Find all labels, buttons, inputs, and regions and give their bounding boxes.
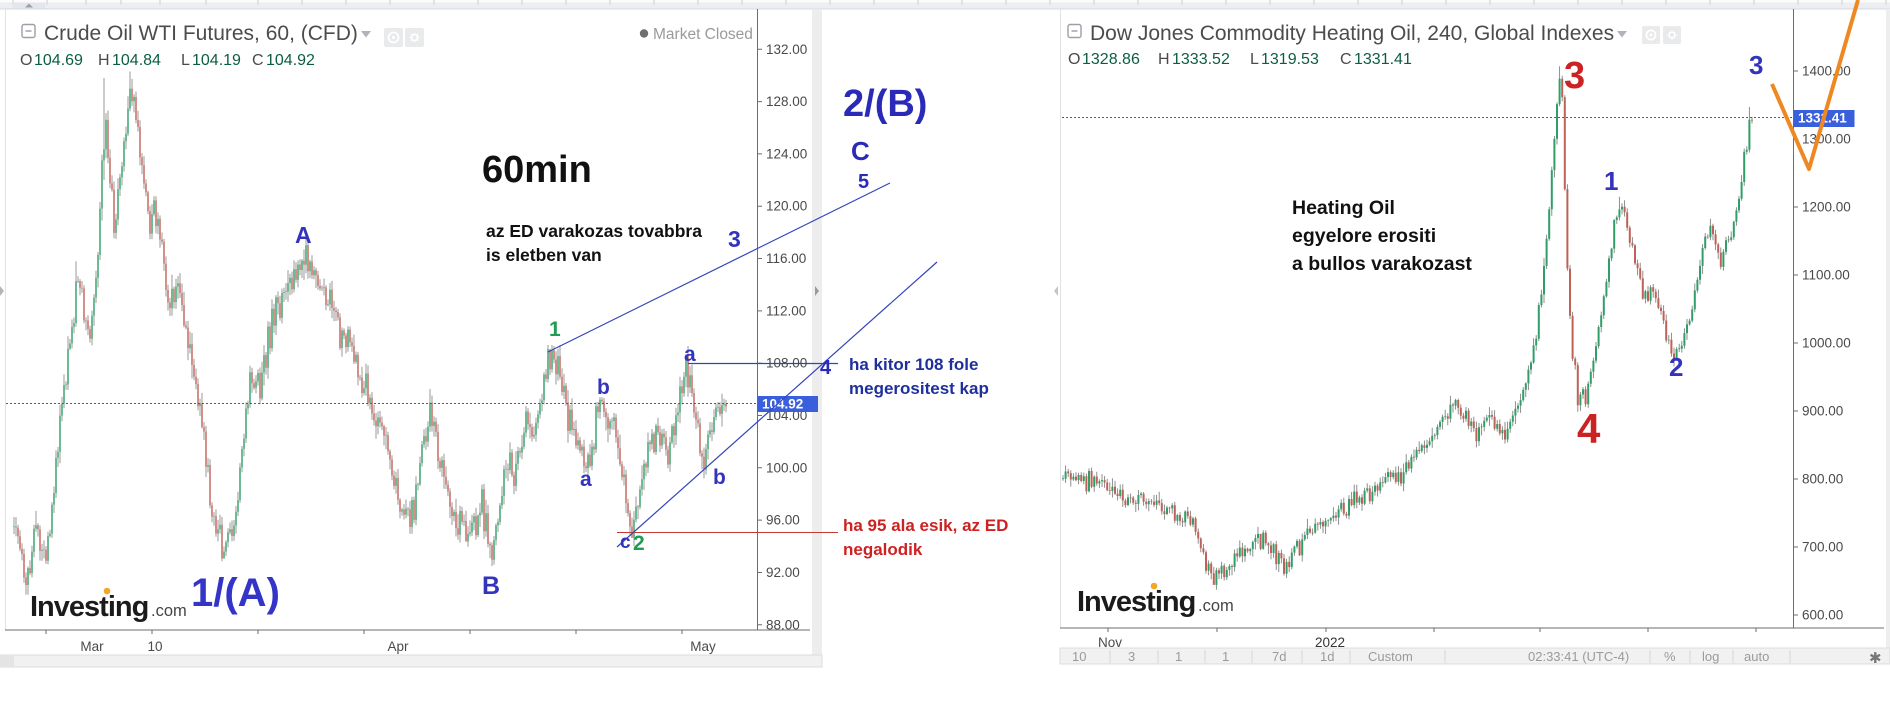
svg-text:Dow Jones Commodity Heating Oi: Dow Jones Commodity Heating Oil, 240, Gl… <box>1090 22 1614 45</box>
svg-text:ha 95 ala esik, az ED: ha 95 ala esik, az ED <box>843 516 1008 535</box>
svg-text:5: 5 <box>858 171 869 193</box>
svg-text:1: 1 <box>1175 649 1182 664</box>
svg-text:A: A <box>295 222 312 248</box>
svg-text:b: b <box>713 466 726 489</box>
svg-text:1d: 1d <box>1320 649 1334 664</box>
svg-text:H: H <box>98 52 110 69</box>
svg-text:H: H <box>1158 51 1170 68</box>
svg-text:2/(B): 2/(B) <box>843 83 927 125</box>
svg-text:%: % <box>1664 649 1676 664</box>
svg-text:Mar: Mar <box>80 639 104 654</box>
svg-text:C: C <box>252 52 264 69</box>
svg-text:Nov: Nov <box>1098 635 1122 650</box>
svg-text:1: 1 <box>1604 166 1618 196</box>
svg-text:Investing: Investing <box>1077 586 1195 618</box>
svg-text:88.00: 88.00 <box>766 617 800 632</box>
svg-text:auto: auto <box>1744 649 1769 664</box>
svg-text:L: L <box>1250 51 1259 68</box>
svg-text:92.00: 92.00 <box>766 565 800 580</box>
svg-text:Apr: Apr <box>387 639 409 654</box>
svg-text:1328.86: 1328.86 <box>1082 51 1140 68</box>
svg-text:a: a <box>580 468 592 491</box>
svg-text:.com: .com <box>1198 597 1234 615</box>
svg-text:120.00: 120.00 <box>766 199 807 214</box>
svg-text:600.00: 600.00 <box>1802 608 1843 623</box>
svg-text:1300.00: 1300.00 <box>1802 132 1851 147</box>
svg-text:1331.41: 1331.41 <box>1354 51 1412 68</box>
svg-text:60min: 60min <box>482 149 592 191</box>
svg-text:egyelore erositi: egyelore erositi <box>1292 225 1436 247</box>
svg-text:3: 3 <box>1749 50 1763 80</box>
svg-text:132.00: 132.00 <box>766 42 807 57</box>
svg-text:4: 4 <box>1577 405 1601 452</box>
svg-text:96.00: 96.00 <box>766 513 800 528</box>
svg-text:104.19: 104.19 <box>192 52 241 69</box>
svg-text:128.00: 128.00 <box>766 94 807 109</box>
svg-text:104.92: 104.92 <box>762 397 803 412</box>
svg-text:10: 10 <box>147 639 162 654</box>
svg-text:112.00: 112.00 <box>766 303 806 318</box>
svg-text:3: 3 <box>1564 55 1585 97</box>
svg-text:1400.00: 1400.00 <box>1802 64 1851 79</box>
svg-text:B: B <box>482 572 500 600</box>
svg-text:O: O <box>20 52 32 69</box>
svg-text:1: 1 <box>549 318 561 341</box>
svg-text:ha kitor 108 fole: ha kitor 108 fole <box>849 355 978 374</box>
svg-text:1333.52: 1333.52 <box>1172 51 1230 68</box>
svg-text:Heating Oil: Heating Oil <box>1292 197 1395 219</box>
svg-text:C: C <box>851 136 870 166</box>
svg-text:L: L <box>181 52 190 69</box>
svg-text:az ED varakozas tovabbra: az ED varakozas tovabbra <box>486 221 702 241</box>
svg-text:b: b <box>597 376 610 399</box>
svg-text:10: 10 <box>1072 649 1086 664</box>
svg-text:1000.00: 1000.00 <box>1802 336 1851 351</box>
svg-text:7d: 7d <box>1272 649 1286 664</box>
svg-text:a: a <box>684 343 696 366</box>
svg-text:124.00: 124.00 <box>766 146 807 161</box>
svg-text:O: O <box>1068 51 1080 68</box>
svg-text:C: C <box>1340 51 1352 68</box>
svg-text:3: 3 <box>728 226 741 252</box>
svg-text:104.69: 104.69 <box>34 52 83 69</box>
svg-text:Market Closed: Market Closed <box>653 26 753 43</box>
svg-text:Custom: Custom <box>1368 649 1413 664</box>
svg-text:4: 4 <box>820 357 832 379</box>
svg-text:100.00: 100.00 <box>766 460 807 475</box>
svg-text:104.84: 104.84 <box>112 52 161 69</box>
svg-text:1/(A): 1/(A) <box>191 571 280 615</box>
svg-text:1100.00: 1100.00 <box>1802 268 1850 283</box>
svg-text:a bullos varakozast: a bullos varakozast <box>1292 253 1472 275</box>
svg-text:.com: .com <box>151 602 187 620</box>
svg-text:1319.53: 1319.53 <box>1261 51 1319 68</box>
svg-text:700.00: 700.00 <box>1802 540 1843 555</box>
svg-text:Crude Oil WTI Futures, 60, (CF: Crude Oil WTI Futures, 60, (CFD) <box>44 22 358 45</box>
svg-text:May: May <box>690 639 716 654</box>
svg-text:3: 3 <box>1128 649 1135 664</box>
svg-text:log: log <box>1702 649 1719 664</box>
svg-text:1200.00: 1200.00 <box>1802 200 1851 215</box>
svg-text:c: c <box>620 532 631 553</box>
svg-text:✱: ✱ <box>1869 650 1882 667</box>
svg-text:is eletben van: is eletben van <box>486 245 602 265</box>
svg-text:Investing: Investing <box>30 591 148 623</box>
svg-text:800.00: 800.00 <box>1802 472 1843 487</box>
svg-text:2022: 2022 <box>1315 635 1345 650</box>
svg-text:104.92: 104.92 <box>266 52 315 69</box>
svg-text:negalodik: negalodik <box>843 540 923 559</box>
svg-text:02:33:41 (UTC-4): 02:33:41 (UTC-4) <box>1528 649 1629 664</box>
svg-text:900.00: 900.00 <box>1802 404 1843 419</box>
svg-text:116.00: 116.00 <box>766 251 806 266</box>
svg-text:2: 2 <box>633 532 645 555</box>
svg-text:megerositest kap: megerositest kap <box>849 379 989 398</box>
svg-text:1: 1 <box>1222 649 1229 664</box>
svg-text:2: 2 <box>1669 352 1683 382</box>
